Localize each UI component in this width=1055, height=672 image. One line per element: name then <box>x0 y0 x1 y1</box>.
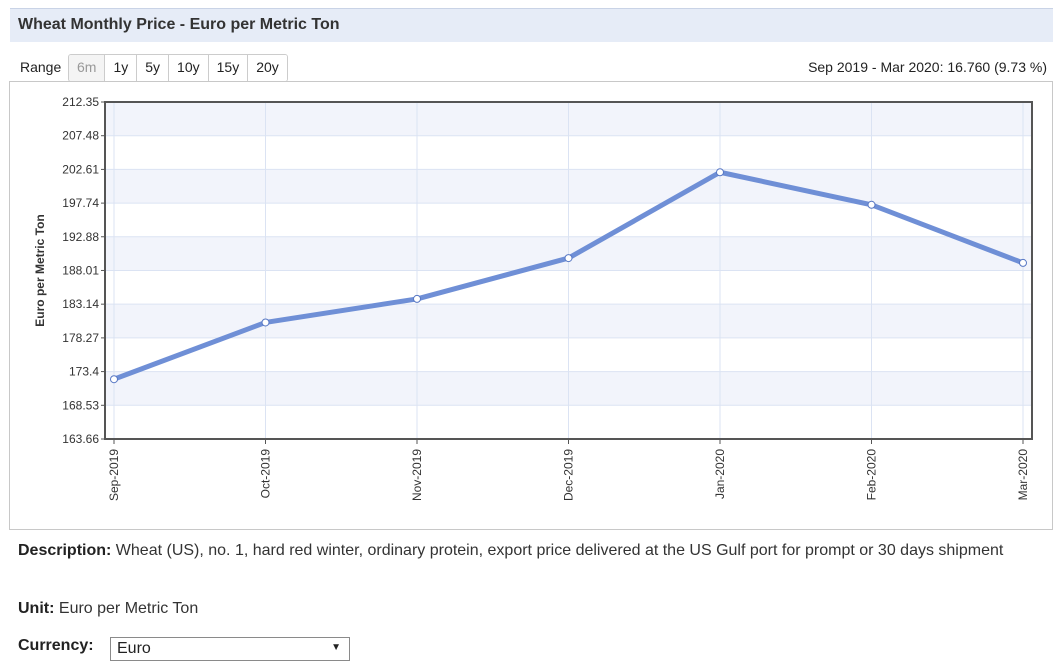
description-text: Wheat (US), no. 1, hard red winter, ordi… <box>115 542 1004 559</box>
currency-label: Currency: <box>18 637 94 654</box>
y-tick-label: 178.27 <box>62 331 99 345</box>
range-6m-button[interactable]: 6m <box>69 55 106 81</box>
data-point <box>110 375 118 384</box>
y-tick-label: 197.74 <box>62 196 99 210</box>
range-20y-button[interactable]: 20y <box>248 55 287 81</box>
y-tick-label: 192.88 <box>62 230 99 244</box>
x-tick-label: Jan-2020 <box>713 449 727 499</box>
data-point <box>716 168 724 177</box>
x-tick-label: Sep-2019 <box>107 449 121 501</box>
y-tick-label: 207.48 <box>62 129 99 143</box>
data-point <box>261 318 270 327</box>
range-10y-button[interactable]: 10y <box>169 55 209 81</box>
currency-row: Currency: <box>18 637 94 655</box>
range-label: Range <box>20 59 62 75</box>
y-axis-title: Euro per Metric Ton <box>33 214 47 326</box>
chart-title-bar: Wheat Monthly Price - Euro per Metric To… <box>10 8 1053 42</box>
y-tick-label: 183.14 <box>62 297 99 311</box>
unit-text: Euro per Metric Ton <box>58 600 199 617</box>
unit: Unit: Euro per Metric Ton <box>18 600 198 618</box>
currency-selected-value: Euro <box>117 640 151 657</box>
y-tick-label: 188.01 <box>62 263 99 277</box>
y-tick-label: 212.35 <box>62 95 99 109</box>
currency-select[interactable]: Euro ▼ <box>110 637 350 661</box>
data-point <box>867 200 876 209</box>
chart-container: 163.66 168.53 173.4 178.27 183.14 188.01 192.8… <box>9 81 1053 530</box>
y-tick-label: 168.53 <box>62 398 99 412</box>
page-title: Wheat Monthly Price - Euro per Metric To… <box>18 16 340 33</box>
description-label: Description: <box>18 542 112 559</box>
x-tick-label: Dec-2019 <box>562 449 576 501</box>
range-1y-button[interactable]: 1y <box>105 55 138 81</box>
range-15y-button[interactable]: 15y <box>208 55 249 81</box>
x-tick-label: Feb-2020 <box>865 449 879 501</box>
description: Description: Wheat (US), no. 1, hard red… <box>18 538 1048 563</box>
data-point <box>413 294 421 303</box>
y-tick-label: 202.61 <box>62 162 99 176</box>
y-tick-label: 173.4 <box>69 365 99 379</box>
x-tick-label: Nov-2019 <box>410 449 424 501</box>
range-5y-button[interactable]: 5y <box>137 55 170 81</box>
price-change-summary: Sep 2019 - Mar 2020: 16.760 (9.73 %) <box>808 59 1047 75</box>
x-tick-label: Mar-2020 <box>1016 449 1030 501</box>
data-point <box>1019 258 1027 267</box>
y-tick-label: 163.66 <box>62 432 99 446</box>
range-button-group: 6m 1y 5y 10y 15y 20y <box>68 54 288 82</box>
data-point <box>564 254 573 263</box>
line-chart: 163.66 168.53 173.4 178.27 183.14 188.01 192.8… <box>33 95 1033 501</box>
unit-label: Unit: <box>18 600 55 617</box>
x-tick-label: Oct-2019 <box>259 449 273 499</box>
chevron-down-icon: ▼ <box>331 642 341 653</box>
range-row: Range 6m 1y 5y 10y 15y 20y Sep 2019 - Ma… <box>10 54 1053 82</box>
